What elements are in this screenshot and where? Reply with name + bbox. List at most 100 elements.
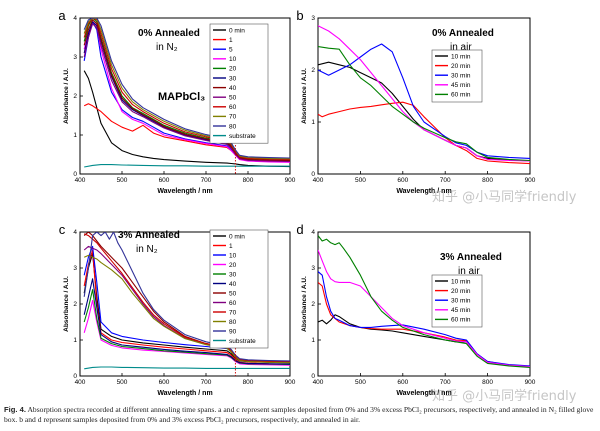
legend-entry: 50 bbox=[229, 95, 237, 102]
panel-c: 400 500 600 700 800 900 0 1 2 3 4 Wavelength / nm Ab… bbox=[59, 222, 296, 397]
series-group bbox=[318, 235, 530, 368]
x-tick-label: 400 bbox=[75, 177, 86, 184]
legend: 10 min 20 min 30 min 45 min 60 min bbox=[431, 49, 483, 103]
legend-entry: 50 bbox=[229, 290, 237, 297]
legend-entry: 20 bbox=[229, 262, 237, 269]
series-line-80 bbox=[83, 18, 290, 159]
series-line-50 bbox=[83, 23, 290, 163]
x-tick-label: 900 bbox=[285, 177, 296, 184]
y-axis-label: Absorbance / A.U. bbox=[63, 276, 70, 332]
panel-annotation: 3% Annealed bbox=[118, 230, 180, 241]
figure-caption: Fig. 4. Absorption spectra recorded at d… bbox=[4, 405, 596, 425]
legend-entry: 80 bbox=[229, 319, 237, 326]
series-line-70 bbox=[83, 233, 290, 363]
watermark-text: 知乎 @小马同学friendly bbox=[432, 190, 577, 205]
watermark-text-2: 知乎 @小马同学friendly bbox=[432, 389, 577, 404]
panel-annotation: in air bbox=[458, 266, 480, 277]
x-tick-label: 600 bbox=[159, 379, 170, 386]
caption-label: Fig. 4. bbox=[4, 405, 26, 414]
legend-entry: 10 bbox=[229, 56, 237, 63]
x-tick-label: 400 bbox=[313, 177, 324, 184]
series-line-20-min bbox=[318, 101, 530, 165]
panel-label: b bbox=[296, 8, 303, 23]
y-tick-label: 0 bbox=[73, 373, 77, 380]
y-tick-label: 4 bbox=[73, 229, 77, 236]
y-tick-label: 2 bbox=[311, 301, 315, 308]
legend-entry: 1 bbox=[229, 243, 233, 250]
legend: 10 min 20 min 30 min 45 min 60 min bbox=[431, 274, 483, 328]
series-line-10-min bbox=[318, 61, 530, 162]
legend: 0 min 1 10 20 30 40 50 60 70 80 90 substrate bbox=[209, 229, 269, 349]
legend-entry: 1 bbox=[229, 37, 233, 44]
panel-annotation: in N₂ bbox=[156, 42, 178, 53]
y-tick-label: 3 bbox=[73, 265, 77, 272]
legend-entry: 90 bbox=[229, 328, 237, 335]
legend-entry: 60 min bbox=[451, 92, 471, 99]
y-tick-label: 1 bbox=[311, 119, 315, 126]
legend-entry: substrate bbox=[229, 133, 256, 140]
series-line-substrate bbox=[84, 164, 290, 168]
series-line-20-min bbox=[318, 281, 530, 368]
y-tick-label: 0 bbox=[311, 373, 315, 380]
x-tick-label: 900 bbox=[285, 379, 296, 386]
x-tick-label: 800 bbox=[243, 379, 254, 386]
x-tick-label: 700 bbox=[440, 379, 451, 386]
panel-annotation: in air bbox=[450, 42, 472, 53]
y-tick-label: 1 bbox=[73, 337, 77, 344]
x-axis-label: Wavelength / nm bbox=[396, 390, 451, 397]
series-line-40 bbox=[83, 19, 290, 162]
series-line-45-min bbox=[318, 249, 530, 368]
legend-entry: 20 bbox=[229, 66, 237, 73]
legend-box bbox=[431, 274, 483, 328]
legend-entry: 60 bbox=[229, 300, 237, 307]
y-tick-label: 3 bbox=[311, 265, 315, 272]
legend-entry: 70 bbox=[229, 309, 237, 316]
series-line-10-min bbox=[318, 314, 530, 368]
series-line-45-min bbox=[318, 25, 530, 162]
x-tick-label: 600 bbox=[397, 177, 408, 184]
legend-entry: 10 min bbox=[451, 53, 471, 60]
legend-entry: 40 bbox=[229, 85, 237, 92]
x-tick-label: 500 bbox=[355, 177, 366, 184]
legend-entry: 40 bbox=[229, 281, 237, 288]
x-axis-label: Wavelength / nm bbox=[157, 188, 212, 195]
series-line-60-min bbox=[318, 46, 530, 162]
legend-entry: 5 bbox=[229, 47, 233, 54]
legend: 0 min 1 5 10 20 30 40 50 60 70 80 substrate bbox=[209, 23, 269, 144]
x-tick-label: 800 bbox=[243, 177, 254, 184]
series-line-40 bbox=[83, 278, 290, 365]
panel-label: a bbox=[58, 8, 66, 23]
y-tick-label: 4 bbox=[311, 229, 315, 236]
x-tick-label: 700 bbox=[201, 379, 212, 386]
x-axis-label: Wavelength / nm bbox=[157, 390, 212, 397]
panel-label: c bbox=[59, 222, 66, 237]
x-tick-label: 500 bbox=[355, 379, 366, 386]
panel-annotation: in N₂ bbox=[136, 244, 158, 255]
y-tick-label: 2 bbox=[73, 93, 77, 100]
panel-b: 400 500 600 700 800 900 0 1 2 3 Wavelength / nm Abs… bbox=[296, 8, 535, 195]
panel-annotation: 0% Annealed bbox=[432, 28, 494, 39]
legend-entry: 70 bbox=[229, 114, 237, 121]
y-tick-label: 2 bbox=[73, 301, 77, 308]
legend-entry: 0 min bbox=[229, 233, 245, 240]
y-tick-label: 0 bbox=[73, 171, 77, 178]
legend-entry: 30 bbox=[229, 75, 237, 82]
legend-entry: 20 min bbox=[451, 63, 471, 70]
series-group bbox=[83, 18, 290, 168]
series-group bbox=[83, 232, 290, 370]
legend-entry: 10 bbox=[229, 252, 237, 259]
legend-entry: 10 min bbox=[451, 278, 471, 285]
legend-entry: 45 min bbox=[451, 307, 471, 314]
series-line-30-min bbox=[318, 271, 530, 367]
x-tick-label: 600 bbox=[397, 379, 408, 386]
y-tick-label: 1 bbox=[311, 337, 315, 344]
x-tick-label: 500 bbox=[117, 379, 128, 386]
x-tick-label: 700 bbox=[440, 177, 451, 184]
series-line-60-min bbox=[318, 235, 530, 368]
panel-annotation: 3% Annealed bbox=[440, 252, 502, 263]
x-tick-label: 900 bbox=[525, 379, 536, 386]
x-tick-label: 900 bbox=[525, 177, 536, 184]
caption-text: Absorption spectra recorded at different… bbox=[4, 405, 594, 424]
x-tick-label: 700 bbox=[201, 177, 212, 184]
legend-entry: 30 min bbox=[451, 73, 471, 80]
